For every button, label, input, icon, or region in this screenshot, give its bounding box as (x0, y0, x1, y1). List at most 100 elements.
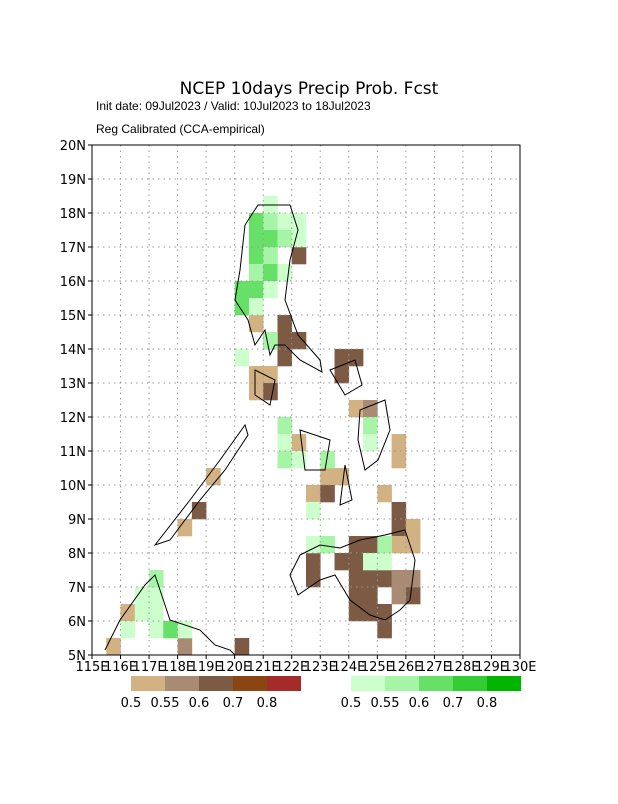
legend-swatch (131, 676, 165, 691)
prob-cell (291, 451, 307, 469)
prob-cell (291, 434, 307, 452)
legend-swatch (419, 676, 453, 691)
prob-cell (306, 536, 321, 554)
prob-cell (234, 349, 250, 367)
x-tick-label: 121E (247, 660, 280, 675)
prob-cell (377, 553, 392, 571)
prob-cell (348, 349, 364, 367)
x-tick-label: 115E (75, 660, 108, 675)
coastline (289, 529, 416, 621)
prob-cell (391, 587, 407, 605)
y-tick-label: 6N (68, 615, 86, 630)
y-tick-label: 13N (60, 377, 86, 392)
prob-cell (334, 468, 350, 486)
prob-cell (177, 638, 193, 656)
prob-cell (248, 213, 264, 231)
prob-cell (363, 536, 378, 554)
prob-cell (320, 468, 335, 486)
prob-cell (377, 485, 392, 503)
legend-swatch (267, 676, 301, 691)
legend-label: 0.8 (257, 696, 278, 711)
y-tick-label: 20N (60, 139, 86, 154)
prob-cell (277, 264, 293, 282)
prob-cell (206, 468, 221, 486)
prob-cell (277, 315, 293, 333)
subtitle: Init date: 09Jul2023 / Valid: 10Jul2023 … (96, 99, 371, 113)
coastline (234, 204, 323, 373)
legend-swatch (487, 676, 521, 691)
y-tick-label: 8N (68, 547, 86, 562)
x-tick-label: 130E (503, 660, 536, 675)
x-tick-label: 123E (304, 660, 337, 675)
prob-cell (391, 434, 407, 452)
y-tick-label: 11N (60, 445, 86, 460)
coastlines (104, 204, 416, 656)
x-tick-label: 117E (133, 660, 166, 675)
legend-swatch (351, 676, 385, 691)
x-tick-label: 127E (418, 660, 451, 675)
prob-cell (263, 230, 278, 248)
prob-cell (120, 604, 136, 622)
prob-cell (348, 587, 364, 605)
y-tick-label: 12N (60, 411, 86, 426)
x-tick-label: 129E (475, 660, 508, 675)
prob-cell (263, 264, 278, 282)
prob-cell (277, 332, 293, 350)
prob-cell (191, 502, 207, 520)
prob-cell (377, 536, 392, 554)
prob-cell (234, 638, 250, 656)
legend-label: 0.7 (443, 696, 464, 711)
prob-cell (248, 230, 264, 248)
prob-cell (106, 638, 121, 656)
prob-cell (363, 417, 378, 435)
prob-cell (348, 553, 364, 571)
legend-swatch (199, 676, 233, 691)
coastline (153, 423, 249, 546)
note: Reg Calibrated (CCA-empirical) (96, 122, 265, 136)
prob-cell (177, 519, 193, 537)
prob-cell (277, 417, 293, 435)
x-tick-label: 125E (361, 660, 394, 675)
x-tick-label: 124E (332, 660, 365, 675)
prob-cell (234, 298, 250, 316)
prob-cell (377, 621, 392, 639)
prob-cell (377, 604, 392, 622)
y-tick-label: 16N (60, 275, 86, 290)
prob-cell (363, 604, 378, 622)
prob-cell (248, 298, 264, 316)
prob-cell (248, 264, 264, 282)
prob-cell (263, 366, 278, 384)
prob-cell (306, 570, 321, 588)
prob-cell (234, 281, 250, 299)
coastline (299, 429, 331, 471)
y-tick-label: 19N (60, 173, 86, 188)
legend-swatch (233, 676, 267, 691)
coastline (254, 369, 276, 406)
prob-cell (248, 383, 264, 401)
legend-swatch (453, 676, 487, 691)
legend-swatch (385, 676, 419, 691)
prob-cell (334, 553, 350, 571)
x-tick-label: 116E (104, 660, 137, 675)
y-tick-label: 14N (60, 343, 86, 358)
prob-cell (320, 536, 335, 554)
prob-cell (320, 485, 335, 503)
prob-cell (405, 536, 421, 554)
legend-label: 0.55 (371, 696, 400, 711)
prob-cell (263, 213, 278, 231)
y-tick-label: 17N (60, 241, 86, 256)
prob-cell (363, 400, 378, 418)
prob-cell (277, 230, 293, 248)
prob-cell (277, 213, 293, 231)
x-tick-label: 126E (389, 660, 422, 675)
prob-cell (263, 281, 278, 299)
prob-cell (363, 553, 378, 571)
prob-cell (334, 366, 350, 384)
prob-cell (291, 332, 307, 350)
prob-cell (163, 621, 178, 639)
coastline (339, 464, 353, 506)
y-tick-label: 18N (60, 207, 86, 222)
prob-cell (177, 621, 193, 639)
x-tick-label: 128E (446, 660, 479, 675)
